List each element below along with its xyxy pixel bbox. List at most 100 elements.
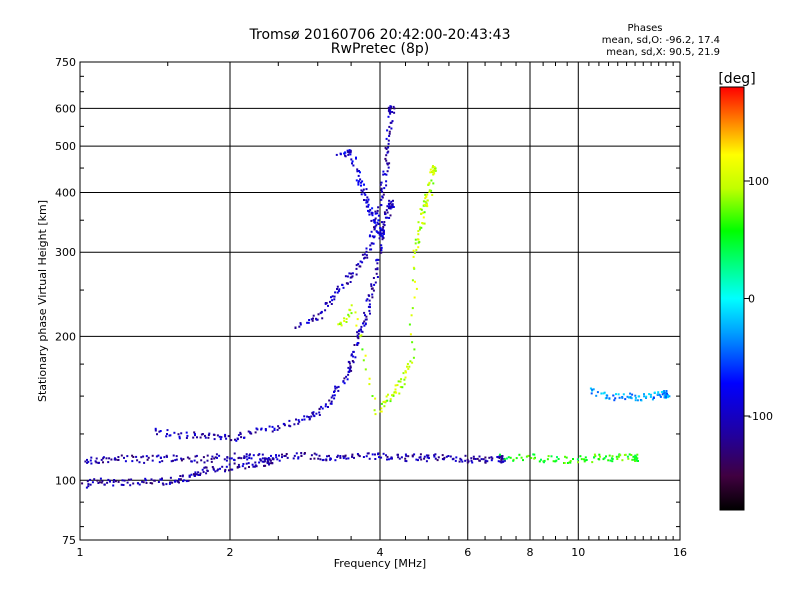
data-point [449,455,452,458]
data-point [278,427,281,430]
data-point [379,410,382,413]
data-point [378,237,381,240]
data-point [533,457,536,460]
data-point [628,396,630,399]
data-point [367,205,370,208]
data-point [356,453,359,455]
data-point [424,200,427,203]
data-point [367,203,370,206]
data-point [653,391,656,394]
data-point [151,482,154,485]
data-point [252,454,255,457]
data-point [543,459,546,462]
data-point [404,457,407,460]
data-point [423,455,426,458]
data-point [396,453,399,456]
data-point [452,457,455,460]
data-point [173,431,176,434]
data-point [215,453,218,456]
data-point [367,209,369,212]
data-point [389,105,392,108]
data-point [660,391,663,393]
data-point [301,418,304,421]
data-point [637,460,639,462]
data-point [315,412,318,415]
data-point [484,456,487,459]
data-point [194,434,196,437]
data-point [178,478,180,481]
data-point [532,453,535,456]
data-point [217,468,220,471]
data-point [236,438,239,441]
data-point [665,390,668,392]
data-point [583,460,586,463]
data-point [214,470,217,473]
data-point [400,378,403,381]
data-point [356,331,359,334]
data-point [288,419,291,422]
data-point [151,459,154,462]
data-point [594,455,597,458]
data-point [377,219,380,222]
data-point [86,458,88,461]
data-point [593,456,596,459]
data-point [334,291,337,294]
data-point [374,221,377,224]
data-point [388,217,391,219]
data-point [643,393,645,396]
data-point [300,455,303,457]
data-point [613,399,616,402]
data-point [297,419,300,422]
data-point [380,234,383,237]
data-point [327,304,329,307]
data-point [374,268,377,271]
data-point [188,457,191,460]
data-point [357,263,360,266]
data-point [114,480,117,483]
colorbar-tick-label: -100 [748,410,773,423]
data-point [363,192,366,195]
data-point [218,454,221,457]
x-axis-label: Frequency [MHz] [334,557,426,570]
data-point [174,459,177,462]
data-point [357,332,360,335]
data-point [341,284,344,286]
data-point [365,455,368,458]
data-point [315,453,318,456]
data-point [543,461,545,464]
data-point [179,475,182,477]
data-point [156,433,158,436]
data-point [591,388,594,391]
data-point [374,225,377,228]
data-point [421,222,424,224]
data-point [503,459,506,462]
data-point [306,321,309,324]
data-point [636,399,639,402]
data-point [315,318,318,321]
data-point [411,361,414,364]
data-point [385,173,388,176]
data-point [387,109,390,112]
data-point [162,483,165,486]
data-point [627,457,630,460]
data-point [206,470,209,472]
data-point [348,370,351,373]
data-point [595,394,598,397]
data-point [268,458,271,461]
data-point [428,189,431,192]
data-point [203,466,206,469]
data-point [278,459,281,462]
data-point [233,462,236,465]
data-point [598,453,601,456]
data-point [244,467,247,470]
data-point [143,461,146,464]
data-point [357,174,360,177]
data-point [360,330,363,333]
data-point [432,165,434,168]
data-point [392,105,395,108]
data-point [283,455,286,457]
data-point [266,461,269,464]
data-point [363,253,366,256]
data-point [248,454,251,457]
